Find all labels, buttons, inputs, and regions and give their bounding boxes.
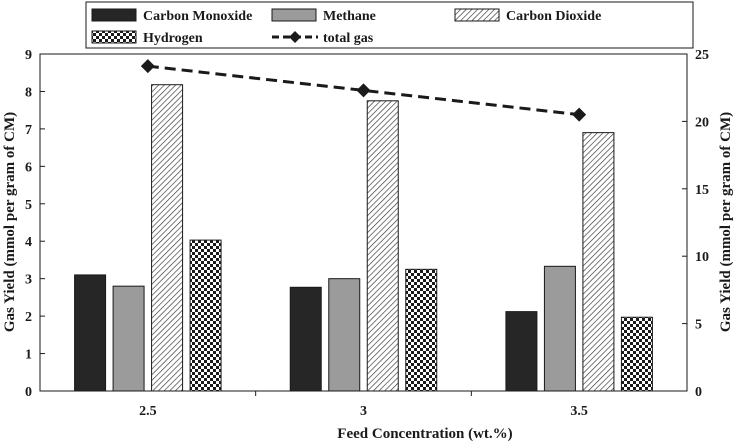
bar-carbon-dioxide [151, 84, 184, 392]
legend-label-methane: Methane [323, 9, 376, 24]
x-tick-label: 2.5 [139, 404, 157, 419]
point-total-gas [356, 83, 371, 98]
legend-swatch-hydrogen [91, 30, 137, 44]
bar-methane [328, 278, 361, 392]
x-tick-label: 3 [360, 404, 367, 419]
line-total-gas [147, 64, 580, 117]
y-right-tick-label: 25 [695, 48, 709, 63]
y-right-tick-label: 0 [695, 385, 702, 400]
y-left-tick-label: 7 [25, 123, 32, 138]
y-axis-right-title: Gas Yield (mmol per gram of CM) [718, 112, 734, 332]
y-left-tick-label: 3 [25, 273, 32, 288]
bar-carbon-monoxide [505, 311, 538, 392]
y-left-tick-label: 6 [25, 160, 32, 175]
bar-carbon-dioxide [366, 100, 399, 392]
plot-frame [39, 53, 688, 392]
legend-swatch-carbon-dioxide [454, 8, 500, 22]
y-left-tick-label: 4 [25, 235, 32, 250]
bar-hydrogen [189, 239, 222, 392]
bar-carbon-monoxide [289, 286, 322, 392]
y-left-tick-label: 0 [25, 385, 32, 400]
x-tick-label: 3.5 [570, 404, 588, 419]
plot-area: 0 1 2 3 4 5 6 7 8 9 0 5 10 15 20 25 2.5 3 3.5 [25, 48, 709, 419]
bar-methane [112, 285, 145, 392]
y-axis-left-title: Gas Yield (mmol per gram of CM) [2, 112, 18, 332]
x-axis-title: Feed Concentration (wt.%) [337, 426, 512, 442]
bar-hydrogen [405, 268, 438, 392]
y-right-tick-label: 15 [695, 183, 709, 198]
legend-label-carbon-dioxide: Carbon Dioxide [506, 9, 601, 24]
y-right-tick-label: 20 [695, 115, 709, 130]
bar-carbon-monoxide [74, 274, 107, 392]
legend-swatch-methane [271, 8, 317, 22]
point-total-gas [140, 59, 155, 74]
y-left-tick-label: 9 [25, 48, 32, 63]
point-total-gas [572, 107, 587, 122]
legend-box [85, 1, 694, 49]
legend-marker-total-gas [289, 31, 301, 43]
bar-carbon-dioxide [582, 132, 615, 392]
bar-hydrogen [620, 316, 653, 392]
y-left-tick-label: 2 [25, 310, 32, 325]
y-right-tick-label: 10 [695, 250, 709, 265]
y-left-tick-label: 5 [25, 198, 32, 213]
legend-swatch-carbon-monoxide [91, 8, 137, 22]
legend-label-hydrogen: Hydrogen [143, 31, 203, 46]
y-left-tick-label: 8 [25, 85, 32, 100]
legend-label-total-gas: total gas [323, 31, 374, 46]
legend: Carbon Monoxide Methane Carbon Dioxide Hydr… [85, 1, 694, 49]
legend-label-carbon-monoxide: Carbon Monoxide [143, 9, 252, 24]
bar-methane [543, 265, 576, 392]
y-right-tick-label: 5 [695, 318, 702, 333]
y-left-tick-label: 1 [25, 348, 32, 363]
